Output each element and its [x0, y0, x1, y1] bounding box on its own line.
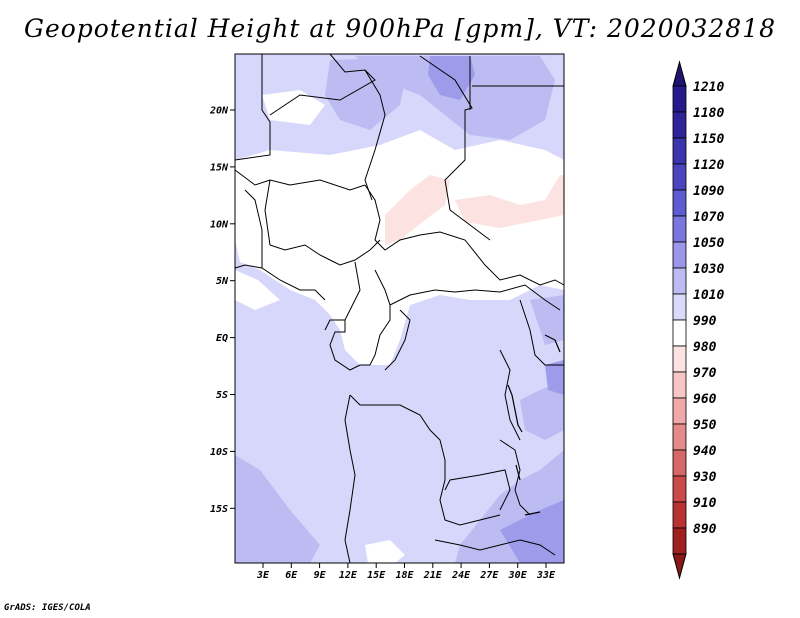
map-frame — [234, 53, 565, 564]
longitude-axis: 3E 6E 9E 12E 15E 18E 21E 24E 27E 30E 33E — [256, 563, 556, 581]
colorbar-swatch — [672, 371, 687, 399]
colorbar-swatch — [672, 163, 687, 191]
lon-label: 27E — [479, 570, 499, 581]
colorbar-swatch — [672, 319, 687, 347]
colorbar-label: 990 — [693, 314, 717, 329]
colorbar-label: 960 — [693, 392, 717, 407]
height-980-fill — [385, 175, 564, 245]
colorbar-label: 1150 — [693, 132, 724, 147]
colorbar-label: 910 — [693, 496, 717, 511]
lat-label: 10S — [210, 447, 228, 458]
colorbar-swatch — [672, 241, 687, 269]
colorbar-swatch — [672, 345, 687, 373]
grads-credit: GrADS: IGES/COLA — [4, 603, 91, 613]
height-990-fill-west — [235, 270, 280, 310]
colorbar-label: 1210 — [693, 80, 724, 95]
map-panel — [234, 53, 565, 564]
colorbar-label: 940 — [693, 444, 717, 459]
colorbar-swatch — [672, 527, 687, 555]
colorbar-swatch — [672, 501, 687, 529]
lon-label: 33E — [536, 570, 556, 581]
height-1030-fill — [235, 56, 564, 563]
colorbar-label: 890 — [693, 522, 717, 537]
colorbar-swatch — [672, 475, 687, 503]
colorbar-label: 1070 — [693, 210, 724, 225]
colorbar-label: 970 — [693, 366, 717, 381]
lon-label: 6E — [285, 570, 298, 581]
colorbar-top-arrow — [672, 60, 687, 87]
colorbar-swatch — [672, 215, 687, 243]
colorbar-bottom-arrow — [672, 553, 687, 580]
colorbar-swatch — [672, 423, 687, 451]
country-borders — [234, 53, 565, 564]
lon-label: 9E — [314, 570, 327, 581]
height-990-fill-north — [262, 90, 325, 125]
lon-label: 30E — [508, 570, 528, 581]
lat-label: 5S — [216, 390, 228, 401]
colorbar-label: 1090 — [693, 184, 724, 199]
colorbar-label: 1120 — [693, 158, 724, 173]
latitude-axis: 20N 15N 10N 5N EQ 5S 10S 15S — [209, 106, 235, 515]
colorbar-label: 1050 — [693, 236, 724, 251]
colorbar-swatch — [672, 137, 687, 165]
colorbar-label: 1030 — [693, 262, 724, 277]
colorbar-label: 1180 — [693, 106, 724, 121]
colorbar-swatch — [672, 397, 687, 425]
colorbar-label: 1010 — [693, 288, 724, 303]
colorbar-label: 930 — [693, 470, 717, 485]
lon-label: 24E — [451, 570, 471, 581]
lon-label: 15E — [367, 570, 386, 581]
colorbar: 1210 1180 1150 1120 1090 1070 1050 1030 1010 990 9… — [672, 60, 724, 580]
lat-label: 15N — [210, 162, 229, 173]
lat-label: 20N — [209, 106, 229, 117]
lon-label: 12E — [339, 570, 358, 581]
colorbar-swatch — [672, 267, 687, 295]
lakes — [507, 334, 561, 516]
colorbar-label: 980 — [693, 340, 717, 355]
colorbar-swatch — [672, 293, 687, 321]
colorbar-label: 950 — [693, 418, 717, 433]
height-990-fill — [235, 130, 564, 365]
colorbar-swatch — [672, 111, 687, 139]
colorbar-swatch — [672, 85, 687, 113]
colorbar-swatch — [672, 189, 687, 217]
colorbar-swatch — [672, 449, 687, 477]
lat-label: 10N — [210, 219, 229, 230]
lon-label: 21E — [423, 570, 443, 581]
lon-label: 3E — [256, 570, 270, 581]
lat-label: 5N — [216, 276, 229, 287]
height-990-fill-south — [365, 540, 405, 563]
map-title: Geopotential Height at 900hPa [gpm], VT:… — [23, 14, 777, 43]
lat-label: EQ — [216, 333, 228, 344]
lon-label: 18E — [395, 570, 414, 581]
lat-label: 15S — [210, 504, 228, 515]
